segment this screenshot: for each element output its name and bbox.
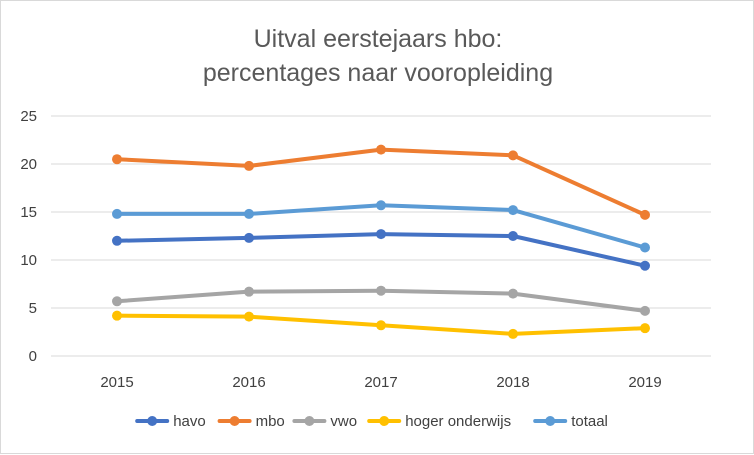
legend-label-totaal: totaal (571, 413, 608, 430)
legend-label-havo: havo (173, 413, 206, 430)
gridlines (51, 115, 711, 357)
legend-swatch-marker-mbo (229, 416, 240, 426)
legend-label-vwo: vwo (330, 413, 357, 430)
series-mbo (112, 144, 650, 220)
legend-item-totaal: totaal (533, 413, 608, 430)
data-point-mbo-2015 (112, 154, 122, 165)
x-tick-label-2015: 2015 (100, 374, 133, 391)
legend-item-havo: havo (135, 413, 206, 430)
series-havo (112, 229, 650, 271)
series-hoger-onderwijs (112, 310, 650, 339)
y-tick-label-15: 15 (20, 204, 37, 221)
legend-item-hoger-onderwijs: hoger onderwijs (367, 413, 511, 430)
legend-swatch-marker-totaal (545, 416, 556, 426)
data-point-hoger-onderwijs-2017 (376, 320, 386, 331)
data-point-vwo-2015 (112, 296, 122, 307)
data-point-totaal-2017 (376, 200, 386, 211)
data-point-havo-2015 (112, 235, 122, 246)
data-point-vwo-2019 (640, 305, 650, 316)
y-tick-label-20: 20 (20, 156, 37, 173)
data-point-hoger-onderwijs-2016 (244, 311, 254, 322)
x-tick-label-2016: 2016 (232, 374, 265, 391)
series-totaal (112, 200, 650, 253)
y-tick-label-25: 25 (20, 108, 37, 125)
data-point-vwo-2017 (376, 285, 386, 296)
data-point-hoger-onderwijs-2019 (640, 323, 650, 334)
y-tick-label-5: 5 (29, 300, 37, 317)
data-point-totaal-2019 (640, 242, 650, 253)
x-tick-label-2019: 2019 (628, 374, 661, 391)
x-axis: 2015 2016 2017 2018 2019 (100, 374, 661, 391)
data-point-havo-2019 (640, 260, 650, 271)
y-tick-label-10: 10 (20, 252, 37, 269)
data-point-havo-2017 (376, 229, 386, 240)
legend: havo mbo vwo hoger onderwijs totaal (135, 413, 608, 430)
data-point-totaal-2016 (244, 208, 254, 219)
data-point-mbo-2018 (508, 150, 518, 161)
data-point-totaal-2018 (508, 205, 518, 216)
series-lines (112, 144, 650, 339)
y-tick-label-0: 0 (29, 348, 37, 365)
chart-title-line-2: percentages naar vooropleiding (202, 59, 554, 87)
legend-swatch-marker-havo (147, 416, 158, 426)
legend-swatch-marker-vwo (304, 416, 315, 426)
data-point-vwo-2016 (244, 286, 254, 297)
data-point-totaal-2015 (112, 208, 122, 219)
legend-label-hoger-onderwijs: hoger onderwijs (405, 413, 511, 430)
data-point-mbo-2019 (640, 209, 650, 220)
x-tick-label-2018: 2018 (496, 374, 529, 391)
data-point-mbo-2017 (376, 144, 386, 155)
data-point-hoger-onderwijs-2015 (112, 310, 122, 321)
legend-label-mbo: mbo (256, 413, 285, 430)
legend-item-vwo: vwo (292, 413, 357, 430)
chart-title-line-1: Uitval eerstejaars hbo: (253, 25, 503, 53)
data-point-mbo-2016 (244, 160, 254, 171)
x-tick-label-2017: 2017 (364, 374, 397, 391)
legend-swatch-marker-hoger-onderwijs (379, 416, 390, 426)
data-point-havo-2016 (244, 232, 254, 243)
legend-item-mbo: mbo (217, 413, 285, 430)
data-point-vwo-2018 (508, 288, 518, 299)
series-vwo (112, 285, 650, 316)
data-point-hoger-onderwijs-2018 (508, 328, 518, 339)
data-point-havo-2018 (508, 231, 518, 241)
y-axis: 0 5 10 15 20 25 (20, 108, 37, 365)
